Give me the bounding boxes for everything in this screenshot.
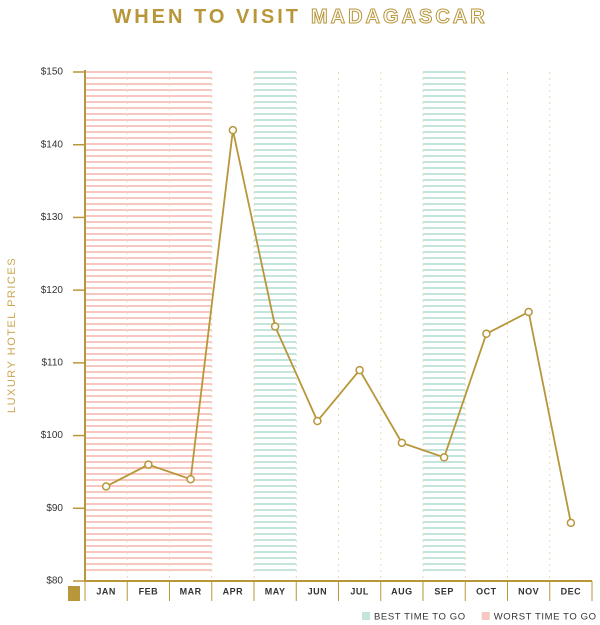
price-line — [105, 129, 572, 524]
legend-label: WORST TIME TO GO — [494, 612, 597, 623]
price-point — [355, 365, 364, 375]
chart-title: WHEN TO VISIT MADAGASCAR — [112, 6, 487, 28]
price-point — [228, 125, 238, 135]
price-point — [313, 416, 322, 426]
x-tick-label: SEP — [434, 586, 454, 596]
x-tick-label: MAY — [265, 586, 286, 596]
x-tick-label: APR — [223, 586, 244, 596]
y-tick-label: $110 — [41, 357, 63, 368]
legend-label: BEST TIME TO GO — [374, 612, 466, 623]
price-point — [144, 460, 153, 469]
price-point — [524, 307, 533, 317]
x-tick-label: JUL — [350, 586, 369, 596]
price-point — [566, 518, 576, 528]
y-axis-label: LUXURY HOTEL PRICES — [6, 257, 18, 413]
building-icon — [68, 586, 80, 601]
y-tick-label: $120 — [41, 285, 64, 296]
y-tick-label: $150 — [41, 67, 64, 78]
x-tick-label: AUG — [391, 586, 413, 596]
y-tick-label: $100 — [41, 430, 64, 441]
y-tick-label: $130 — [41, 212, 64, 223]
x-tick-label: JUN — [308, 586, 328, 596]
price-point — [439, 453, 449, 462]
price-point — [397, 438, 407, 448]
x-tick-label: OCT — [476, 586, 497, 596]
y-tick-label: $140 — [41, 139, 64, 150]
title-highlight: MADAGASCAR — [311, 6, 488, 28]
y-tick-label: $80 — [46, 576, 63, 587]
price-point — [101, 482, 111, 491]
price-point — [270, 322, 280, 331]
x-tick-label: FEB — [139, 586, 159, 596]
legend-swatch — [481, 612, 490, 620]
legend-swatch — [362, 612, 370, 620]
title-main: WHEN TO VISIT — [112, 6, 301, 28]
x-tick-label: DEC — [561, 586, 582, 596]
price-point — [186, 474, 195, 484]
price-point — [482, 329, 491, 339]
x-tick-label: JAN — [96, 586, 116, 596]
x-tick-label: MAR — [180, 586, 202, 596]
y-tick-label: $90 — [46, 503, 63, 514]
x-tick-label: NOV — [518, 586, 539, 596]
